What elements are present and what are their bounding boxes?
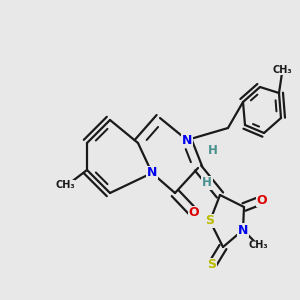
Text: N: N [238, 224, 248, 236]
Text: N: N [182, 134, 192, 146]
Text: H: H [208, 145, 218, 158]
Text: CH₃: CH₃ [248, 240, 268, 250]
Text: H: H [202, 176, 212, 190]
Text: CH₃: CH₃ [55, 180, 75, 190]
Text: S: S [206, 214, 214, 227]
Text: S: S [208, 259, 217, 272]
Text: O: O [257, 194, 267, 206]
Text: O: O [189, 206, 199, 220]
Text: N: N [147, 167, 157, 179]
Text: CH₃: CH₃ [272, 65, 292, 75]
